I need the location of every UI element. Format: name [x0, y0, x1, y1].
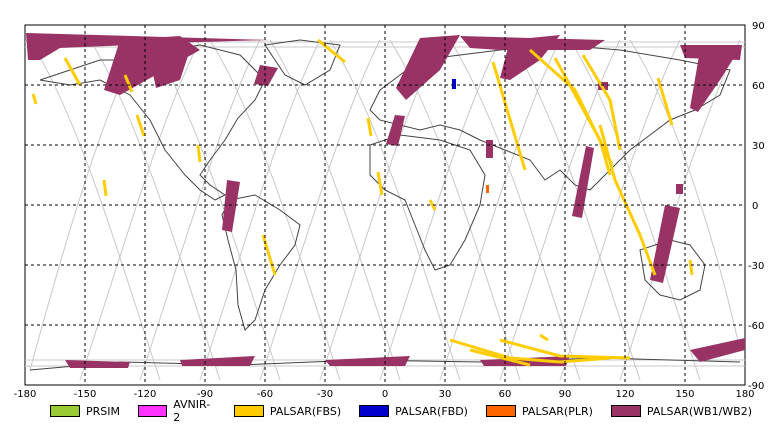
legend-swatch [50, 405, 80, 417]
x-tick-label: 30 [439, 389, 452, 400]
y-tick-label: 0 [752, 201, 758, 212]
legend-swatch [610, 405, 641, 417]
legend-label: PALSAR(WB1/WB2) [646, 404, 752, 418]
legend-label: PRSIM [86, 404, 120, 418]
x-tick-label: 60 [499, 389, 512, 400]
legend-item-fbs: PALSAR(FBS) [233, 404, 342, 418]
greenland-outline [264, 39, 341, 86]
legend-item-prsim: PRSIM [50, 405, 120, 418]
legend-item-avnir2: AVNIR-2 [138, 398, 216, 424]
y-tick-label: 30 [752, 141, 765, 152]
graticule [25, 25, 745, 385]
y-tick-label: 60 [752, 81, 765, 92]
x-tick-label: 0 [382, 389, 388, 400]
x-tick-label: 120 [615, 389, 634, 400]
legend: PRSIM AVNIR-2 PALSAR(FBS) PALSAR(FBD) PA… [50, 398, 770, 424]
y-tick-label: -60 [748, 321, 764, 332]
legend-label: PALSAR(FBS) [269, 404, 342, 418]
legend-swatch [138, 405, 168, 417]
australia-outline [639, 239, 706, 301]
x-axis-labels: -180 -150 -120 -90 -60 -30 0 30 60 90 12… [14, 389, 755, 400]
legend-item-plr: PALSAR(PLR) [485, 404, 593, 418]
x-tick-label: 150 [675, 389, 694, 400]
legend-item-fbd: PALSAR(FBD) [359, 405, 468, 418]
legend-label: PALSAR(PLR) [521, 404, 593, 418]
legend-item-wb: PALSAR(WB1/WB2) [610, 404, 752, 418]
x-tick-label: 180 [735, 389, 754, 400]
x-tick-label: -90 [197, 389, 213, 400]
south-america-outline [221, 194, 301, 331]
eurasia-outline [369, 44, 731, 191]
y-tick-label: -30 [748, 261, 764, 272]
x-tick-label: -120 [134, 389, 157, 400]
legend-label: AVNIR-2 [173, 398, 211, 424]
y-tick-label: 90 [752, 21, 765, 32]
y-axis-labels: 90 60 30 0 -30 -60 -90 [748, 21, 765, 392]
fbd-swath [452, 79, 456, 89]
legend-swatch [359, 405, 390, 417]
x-tick-label: -180 [14, 389, 37, 400]
legend-label: PALSAR(FBD) [395, 404, 468, 418]
x-tick-label: -60 [257, 389, 273, 400]
legend-swatch [233, 405, 264, 417]
x-tick-label: -150 [74, 389, 97, 400]
fbs-swaths [31, 38, 694, 367]
y-tick-label: -90 [748, 381, 764, 392]
x-tick-label: -30 [317, 389, 333, 400]
legend-swatch [485, 405, 516, 417]
x-tick-label: 90 [559, 389, 572, 400]
africa-outline [369, 134, 486, 271]
plr-swath [486, 185, 489, 193]
